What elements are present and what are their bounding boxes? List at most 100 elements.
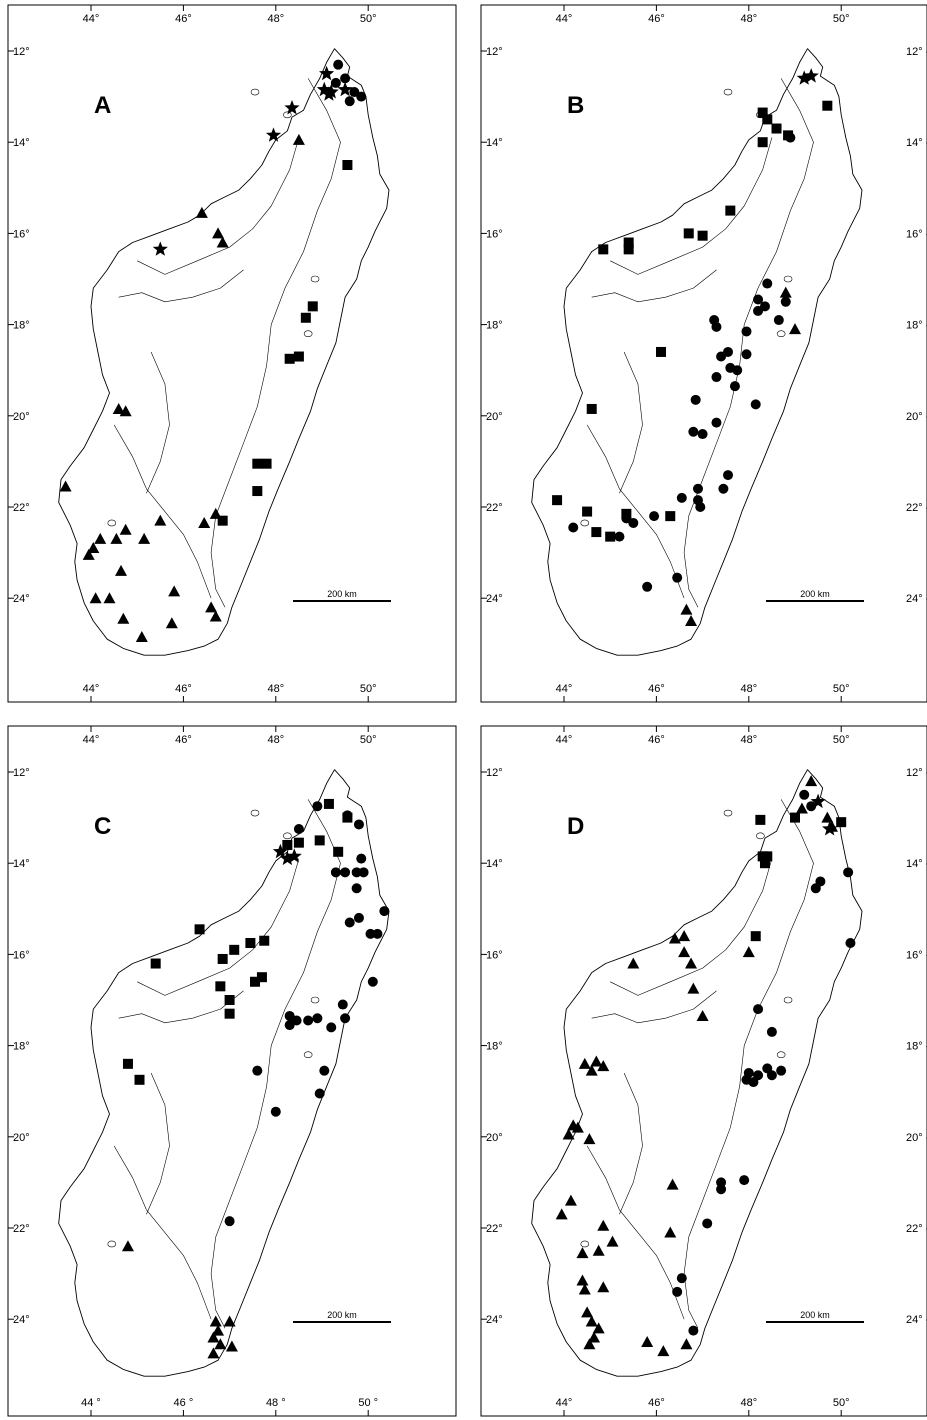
locality-marker-star (319, 65, 335, 81)
elevation-contour (610, 137, 773, 275)
locality-marker-circle (252, 1065, 263, 1076)
locality-marker-square (333, 846, 344, 857)
lon-tick-label-top: 48° (267, 734, 284, 746)
locality-marker-circle (314, 1088, 325, 1099)
locality-marker-circle (344, 96, 355, 107)
locality-marker-square (755, 814, 766, 825)
locality-marker-circle (365, 928, 376, 939)
locality-marker-triangle (165, 617, 178, 629)
lat-tick-label-left: 20° (486, 1132, 503, 1144)
islet (776, 1051, 786, 1059)
locality-marker-triangle (627, 957, 640, 969)
locality-marker-circle (676, 492, 687, 503)
lon-tick-label-bottom: 50° (360, 683, 377, 695)
locality-marker-square (757, 137, 768, 148)
elevation-contour (586, 1145, 685, 1320)
locality-marker-circle (351, 867, 362, 878)
locality-marker-square (256, 972, 267, 983)
locality-marker-square (665, 511, 676, 522)
locality-marker-circle (330, 867, 341, 878)
map-panel-d: 44° 46° 48° 50° 44° 46° 48° 50° 12° 14° 16° 18° 20° 2… (480, 725, 927, 1417)
locality-marker-circle (690, 394, 701, 405)
elevation-contour (113, 424, 212, 599)
locality-marker-triangle (59, 480, 72, 492)
elevation-contour (619, 351, 643, 494)
locality-marker-triangle (154, 514, 167, 526)
lon-tick-label-bottom: 44° (556, 683, 573, 695)
locality-marker-star (803, 68, 819, 83)
locality-marker-square (771, 123, 782, 134)
lat-tick-label-left: 24° (486, 593, 503, 605)
madagascar-coastline (58, 769, 390, 1377)
elevation-contour (683, 78, 814, 608)
lat-tick-label-left: 18° (486, 320, 503, 332)
locality-marker-triangle (212, 227, 225, 239)
locality-marker-triangle (680, 1338, 693, 1350)
locality-marker-circle (716, 1184, 727, 1195)
locality-marker-square (293, 837, 304, 848)
locality-marker-star (337, 81, 353, 97)
locality-marker-circle (711, 321, 722, 332)
locality-marker-triangle (742, 946, 755, 958)
locality-marker-triangle (687, 982, 700, 994)
lon-tick-label-top: 46° (648, 13, 665, 25)
locality-marker-triangle (212, 1324, 225, 1336)
locality-marker-square (252, 458, 263, 469)
lon-tick-label-top: 46° (648, 734, 665, 746)
locality-marker-circle (806, 801, 817, 812)
islet (776, 330, 786, 338)
locality-marker-circle (224, 1216, 235, 1227)
locality-marker-circle (372, 928, 383, 939)
madagascar-coastline (531, 48, 863, 656)
islet (107, 1240, 117, 1248)
locality-marker-triangle (209, 1315, 222, 1327)
locality-marker-triangle (119, 405, 132, 417)
islet (580, 519, 590, 527)
locality-marker-circle (753, 1004, 764, 1015)
locality-marker-triangle (87, 542, 100, 554)
locality-marker-star (272, 843, 288, 859)
locality-marker-circle (845, 938, 856, 948)
locality-marker-circle (741, 1074, 752, 1085)
lon-tick-label-bottom: 50 ° (358, 1397, 378, 1409)
elevation-contour (619, 1072, 643, 1215)
locality-marker-triangle (668, 932, 681, 944)
lat-tick-label-left: 22° (486, 502, 503, 514)
locality-marker-square (750, 931, 761, 942)
elevation-contour (137, 858, 300, 996)
elevation-contour (146, 351, 170, 494)
locality-marker-circle (642, 581, 653, 592)
lon-tick-label-top: 50° (360, 13, 377, 25)
locality-marker-circle (750, 399, 761, 410)
locality-marker-circle (312, 1013, 323, 1024)
locality-marker-circle (697, 429, 708, 440)
locality-marker-circle (303, 1015, 314, 1026)
locality-marker-circle (340, 1013, 351, 1024)
elevation-contour (118, 990, 244, 1024)
madagascar-coastline (58, 48, 390, 656)
locality-marker-circle (723, 470, 734, 481)
islet (310, 275, 320, 283)
locality-marker-circle (356, 853, 367, 864)
locality-marker-triangle (571, 1121, 584, 1133)
locality-marker-square (150, 958, 161, 969)
scale-bar-label: 200 km (800, 1310, 830, 1320)
islet (723, 88, 733, 96)
lon-tick-label-bottom: 48° (267, 683, 284, 695)
locality-marker-circle (711, 372, 722, 383)
locality-marker-triangle (292, 133, 305, 145)
lat-tick-label-left: 12° (486, 767, 503, 779)
locality-marker-square (822, 100, 833, 111)
lon-tick-label-top: 46° (175, 13, 192, 25)
locality-marker-square (759, 858, 770, 869)
locality-marker-circle (568, 522, 579, 533)
lat-tick-label-right: 16° - (906, 949, 927, 961)
lon-tick-label-bottom: 48° (740, 1397, 757, 1409)
lon-tick-label-top: 48° (740, 13, 757, 25)
locality-marker-triangle (223, 1315, 236, 1327)
locality-marker-triangle (795, 802, 808, 814)
locality-marker-square (656, 346, 667, 357)
lon-tick-label-bottom: 46° (648, 1397, 665, 1409)
locality-marker-circle (676, 1273, 687, 1284)
